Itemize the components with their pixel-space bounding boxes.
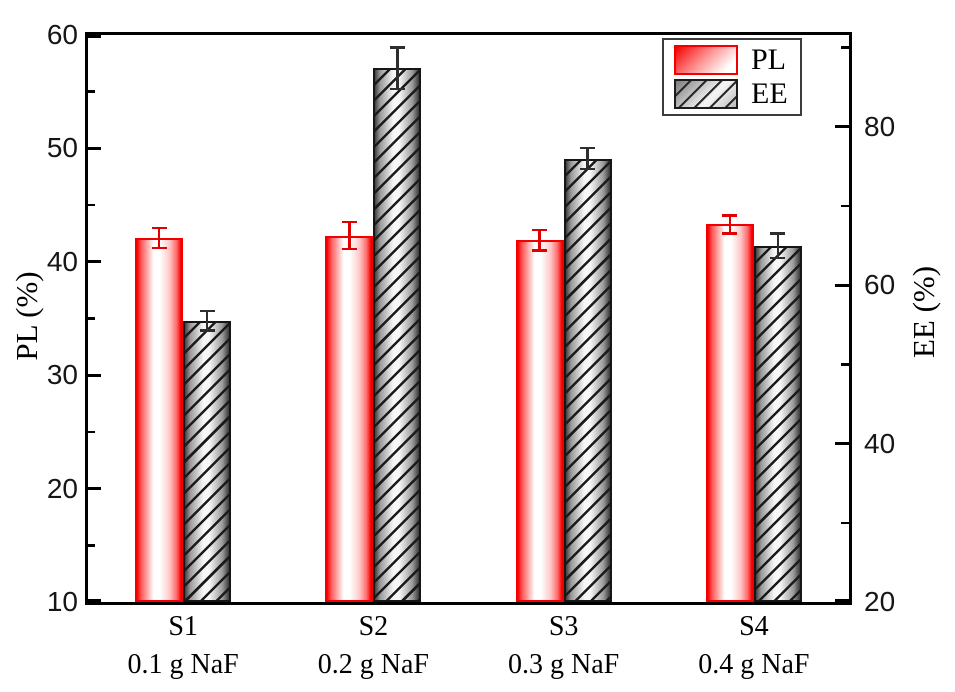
right-axis-tick-70 (841, 204, 849, 208)
error-cap-bottom-ee-s4 (770, 256, 786, 260)
right-axis-tick-40 (835, 442, 849, 446)
right-axis-tick-20 (835, 599, 849, 602)
legend-item-ee: EE (674, 79, 788, 109)
error-bar-pl-s4 (728, 214, 732, 235)
left-tick-label-60: 60 (46, 19, 78, 50)
legend-label-ee: EE (751, 77, 788, 110)
x-label-s3: S3 (548, 611, 579, 642)
right-axis-tick-30 (841, 521, 849, 525)
bar-ee-s1 (183, 320, 232, 602)
legend: PL EE (662, 38, 802, 116)
bar-ee-s4 (753, 245, 802, 602)
error-cap-top-pl-s1 (151, 226, 167, 230)
error-cap-top-ee-s4 (770, 232, 786, 235)
error-bar-pl-s2 (348, 220, 351, 251)
error-bar-ee-s3 (586, 146, 589, 171)
error-bar-pl-s3 (538, 228, 541, 252)
bar-pl-s3 (515, 240, 564, 602)
right-axis-tick-50 (841, 363, 849, 366)
error-cap-bottom-ee-s1 (199, 329, 215, 332)
legend-label-pl: PL (751, 43, 787, 76)
error-cap-bottom-ee-s2 (389, 87, 405, 91)
error-cap-bottom-pl-s2 (341, 247, 357, 251)
error-cap-bottom-pl-s4 (722, 232, 738, 235)
left-tick-label-40: 40 (46, 245, 78, 277)
error-cap-top-ee-s3 (580, 146, 596, 150)
x-sublabel-s2: 0.2 g NaF (317, 649, 429, 680)
x-sublabel-s4: 0.4 g NaF (698, 649, 810, 680)
left-tick-label-50: 50 (46, 132, 78, 164)
left-axis-tick-55 (88, 90, 95, 93)
error-bar-ee-s4 (776, 232, 780, 260)
error-cap-bottom-pl-s3 (532, 249, 548, 252)
left-axis-tick-35 (88, 317, 95, 320)
plot-area (85, 32, 852, 605)
x-sublabel-s3: 0.3 g NaF (508, 649, 620, 680)
right-axis-tick-60 (835, 283, 849, 287)
left-axis-title: PL (%) (9, 271, 44, 361)
left-axis-tick-15 (88, 544, 95, 547)
error-cap-top-pl-s2 (341, 220, 357, 224)
error-cap-top-pl-s3 (532, 228, 548, 232)
left-axis-tick-60 (88, 35, 101, 38)
error-cap-top-pl-s4 (722, 214, 738, 217)
bar-ee-s2 (373, 68, 422, 602)
x-label-s2: S2 (358, 611, 389, 642)
error-bar-pl-s1 (157, 226, 161, 250)
right-tick-label-40: 40 (864, 427, 896, 459)
error-bar-ee-s2 (396, 46, 399, 91)
legend-swatch-pl (674, 45, 738, 75)
left-axis-tick-45 (88, 203, 95, 207)
x-sublabel-s1: 0.1 g NaF (127, 649, 239, 680)
right-axis-tick-80 (835, 125, 849, 129)
error-cap-top-ee-s2 (389, 46, 405, 49)
left-axis-tick-10 (88, 599, 101, 602)
left-tick-label-20: 20 (46, 472, 78, 504)
error-cap-bottom-ee-s3 (580, 167, 596, 171)
plot-inner (88, 35, 849, 602)
right-axis-tick-90 (841, 46, 849, 49)
legend-item-pl: PL (674, 45, 788, 75)
bar-ee-s3 (563, 158, 612, 602)
bar-pl-s4 (705, 224, 754, 602)
right-tick-label-60: 60 (864, 269, 896, 301)
left-axis-tick-25 (88, 430, 95, 434)
x-label-s1: S1 (168, 611, 198, 642)
right-tick-label-20: 20 (864, 586, 896, 617)
legend-swatch-ee (674, 79, 738, 109)
left-axis-tick-40 (88, 260, 101, 264)
left-axis-tick-50 (88, 146, 101, 150)
right-tick-label-80: 80 (864, 110, 896, 142)
x-label-s4: S4 (739, 611, 769, 642)
error-bar-ee-s1 (205, 309, 209, 332)
error-cap-top-ee-s1 (199, 309, 215, 313)
bar-pl-s1 (135, 238, 184, 602)
left-tick-label-10: 10 (46, 586, 78, 617)
left-axis-tick-20 (88, 487, 101, 491)
left-axis-tick-30 (88, 373, 101, 377)
bar-pl-s2 (325, 235, 374, 602)
error-cap-bottom-pl-s1 (151, 246, 167, 250)
left-tick-label-30: 30 (46, 359, 78, 391)
